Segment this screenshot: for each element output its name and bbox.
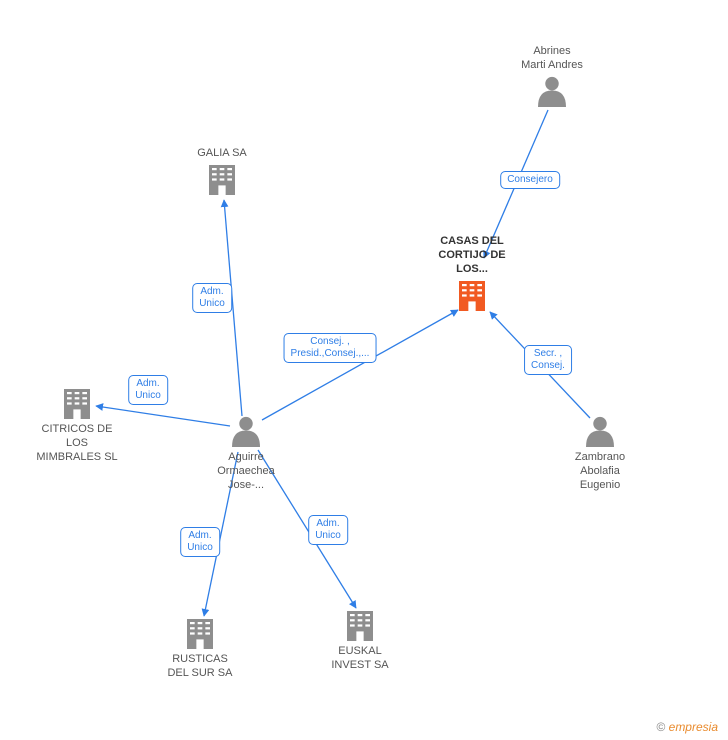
node-label-aguirre[interactable]: Aguirre Ormaechea Jose-...: [186, 451, 306, 492]
edge-aguirre-casas: [262, 310, 458, 420]
footer-brand: empresia: [669, 720, 718, 734]
building-icon[interactable]: [209, 165, 235, 195]
node-label-abrines[interactable]: Abrines Marti Andres: [492, 45, 612, 73]
node-label-euskal[interactable]: EUSKAL INVEST SA: [300, 645, 420, 673]
node-label-casas[interactable]: CASAS DEL CORTIJO DE LOS...: [412, 235, 532, 276]
edge-label-aguirre-casas: Consej. , Presid.,Consej.,...: [284, 333, 377, 363]
person-icon[interactable]: [586, 417, 614, 447]
person-icon[interactable]: [232, 417, 260, 447]
node-label-zambrano[interactable]: Zambrano Abolafia Eugenio: [540, 451, 660, 492]
building-icon[interactable]: [187, 619, 213, 649]
edge-label-aguirre-galia: Adm. Unico: [192, 283, 232, 313]
building-icon[interactable]: [459, 281, 485, 311]
person-icon[interactable]: [538, 77, 566, 107]
edge-label-zambrano-casas: Secr. , Consej.: [524, 345, 572, 375]
footer-copyright: ©: [656, 720, 665, 734]
edge-label-aguirre-rusticas: Adm. Unico: [180, 527, 220, 557]
building-icon[interactable]: [64, 389, 90, 419]
edge-label-abrines-casas: Consejero: [500, 171, 560, 189]
building-icon[interactable]: [347, 611, 373, 641]
node-label-citricos[interactable]: CITRICOS DE LOS MIMBRALES SL: [17, 423, 137, 464]
edge-label-aguirre-euskal: Adm. Unico: [308, 515, 348, 545]
footer-credit: © empresia: [656, 720, 718, 734]
edge-label-aguirre-citricos: Adm. Unico: [128, 375, 168, 405]
node-label-galia[interactable]: GALIA SA: [162, 147, 282, 161]
diagram-canvas: [0, 0, 728, 740]
node-label-rusticas[interactable]: RUSTICAS DEL SUR SA: [140, 653, 260, 681]
